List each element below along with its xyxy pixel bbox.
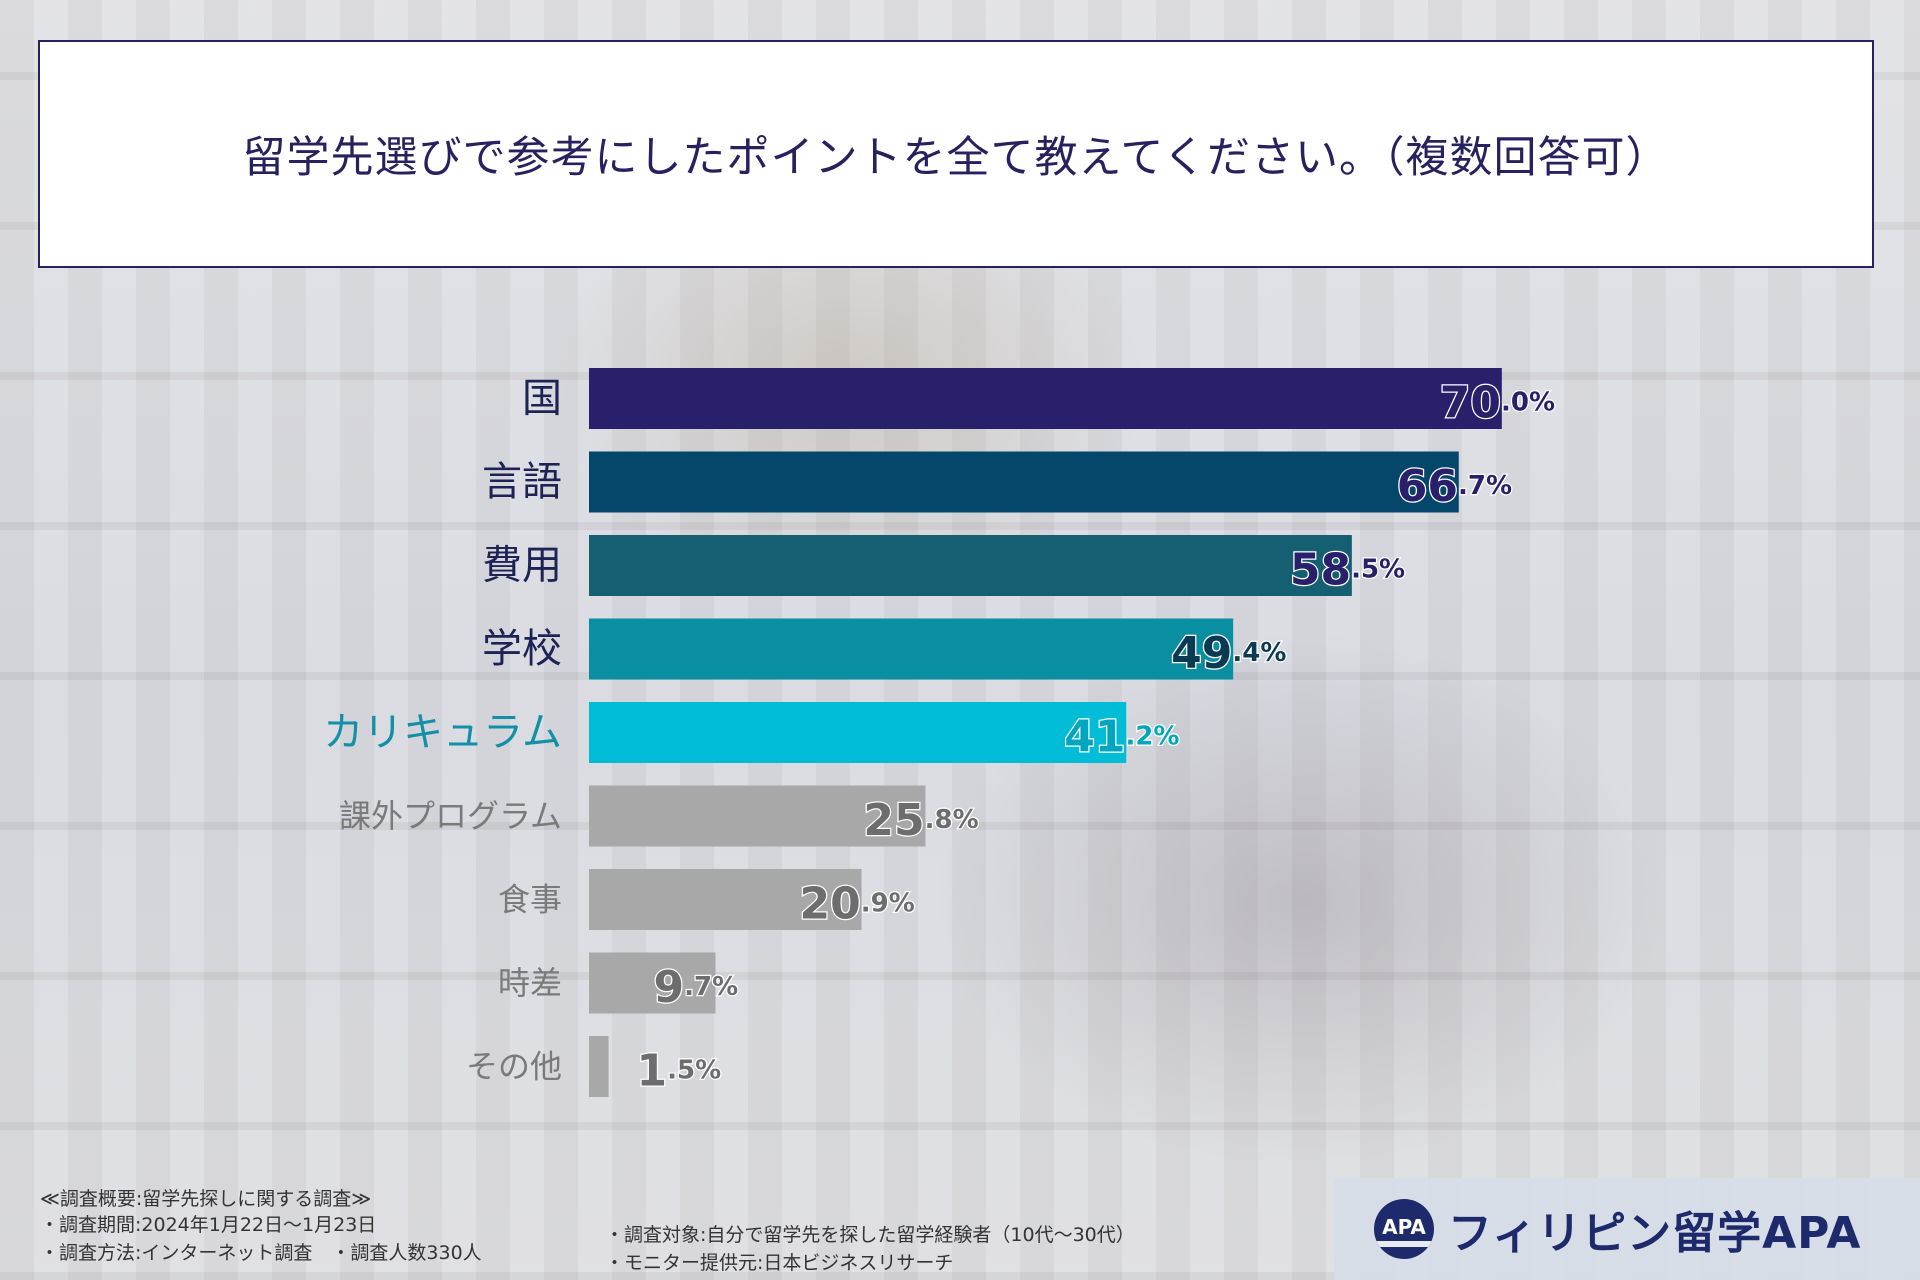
- value-dec: .0%: [1501, 388, 1555, 418]
- category-label-4: カリキュラム: [323, 710, 562, 756]
- title-box: 留学先選びで参考にしたポイントを全て教えてください。（複数回答可）: [38, 40, 1874, 268]
- note-target: ・調査対象:自分で留学先を探した留学経験者（10代～30代）: [605, 1224, 1135, 1246]
- logo-band: [1374, 1241, 1434, 1247]
- value-dec: .5%: [667, 1056, 721, 1086]
- value-dec: .2%: [1125, 722, 1179, 752]
- value-dec: .7%: [684, 972, 738, 1002]
- value-label-8: 1.5%: [637, 1045, 722, 1096]
- category-label-8: その他: [466, 1048, 562, 1086]
- chart-title: 留学先選びで参考にしたポイントを全て教えてください。（複数回答可）: [242, 133, 1670, 183]
- bar-8: [589, 1036, 609, 1097]
- bar-0: [589, 368, 1502, 429]
- note-overview: ≪調査概要:留学先探しに関する調査≫: [40, 1188, 372, 1210]
- logo-text: APA: [1382, 1215, 1426, 1239]
- value-label-6: 20.9%: [800, 878, 915, 929]
- value-int: 1: [637, 1045, 668, 1096]
- bar-7: [589, 952, 716, 1014]
- note-period: ・調査期間:2024年1月22日～1月23日: [40, 1214, 377, 1236]
- category-label-2: 費用: [482, 543, 562, 589]
- value-dec: .5%: [1351, 555, 1405, 585]
- note-method: ・調査方法:インターネット調査 ・調査人数330人: [40, 1242, 482, 1264]
- value-int: 25: [863, 795, 924, 846]
- brand-footer: APA フィリピン留学APA: [1334, 1178, 1920, 1280]
- category-label-3: 学校: [482, 626, 562, 672]
- value-dec: .4%: [1232, 638, 1286, 668]
- value-label-4: 41.2%: [1064, 711, 1179, 762]
- category-label-1: 言語: [482, 459, 562, 505]
- bar-3: [589, 618, 1234, 680]
- category-label-6: 食事: [498, 881, 562, 919]
- bar-6: [589, 869, 862, 930]
- bar-1: [589, 451, 1459, 513]
- value-int: 20: [800, 878, 861, 929]
- category-label-7: 時差: [498, 964, 562, 1002]
- survey-notes: ≪調査概要:留学先探しに関する調査≫ ・調査期間:2024年1月22日～1月23…: [40, 1184, 1300, 1274]
- value-label-3: 49.4%: [1171, 628, 1286, 679]
- value-int: 41: [1064, 711, 1125, 762]
- value-label-0: 70.0%: [1440, 377, 1555, 428]
- value-label-1: 66.7%: [1397, 461, 1512, 512]
- bar-2: [589, 535, 1352, 596]
- value-int: 66: [1397, 461, 1458, 512]
- value-dec: .8%: [925, 805, 979, 835]
- value-int: 70: [1440, 377, 1501, 428]
- value-label-2: 58.5%: [1290, 544, 1405, 595]
- value-int: 9: [653, 962, 684, 1013]
- brand-name: フィリピン留学APA: [1448, 1208, 1862, 1259]
- category-label-5: 課外プログラム: [339, 797, 562, 835]
- value-int: 58: [1290, 544, 1351, 595]
- note-provider: ・モニター提供元:日本ビジネスリサーチ: [605, 1252, 954, 1274]
- value-dec: .9%: [861, 889, 915, 919]
- value-label-5: 25.8%: [863, 795, 978, 846]
- value-dec: .7%: [1458, 471, 1512, 501]
- value-int: 49: [1171, 628, 1232, 679]
- bar-5: [589, 785, 926, 847]
- value-label-7: 9.7%: [653, 962, 738, 1013]
- category-label-0: 国: [522, 376, 562, 422]
- apa-globe-logo-icon: APA: [1374, 1199, 1434, 1259]
- bar-4: [589, 702, 1127, 763]
